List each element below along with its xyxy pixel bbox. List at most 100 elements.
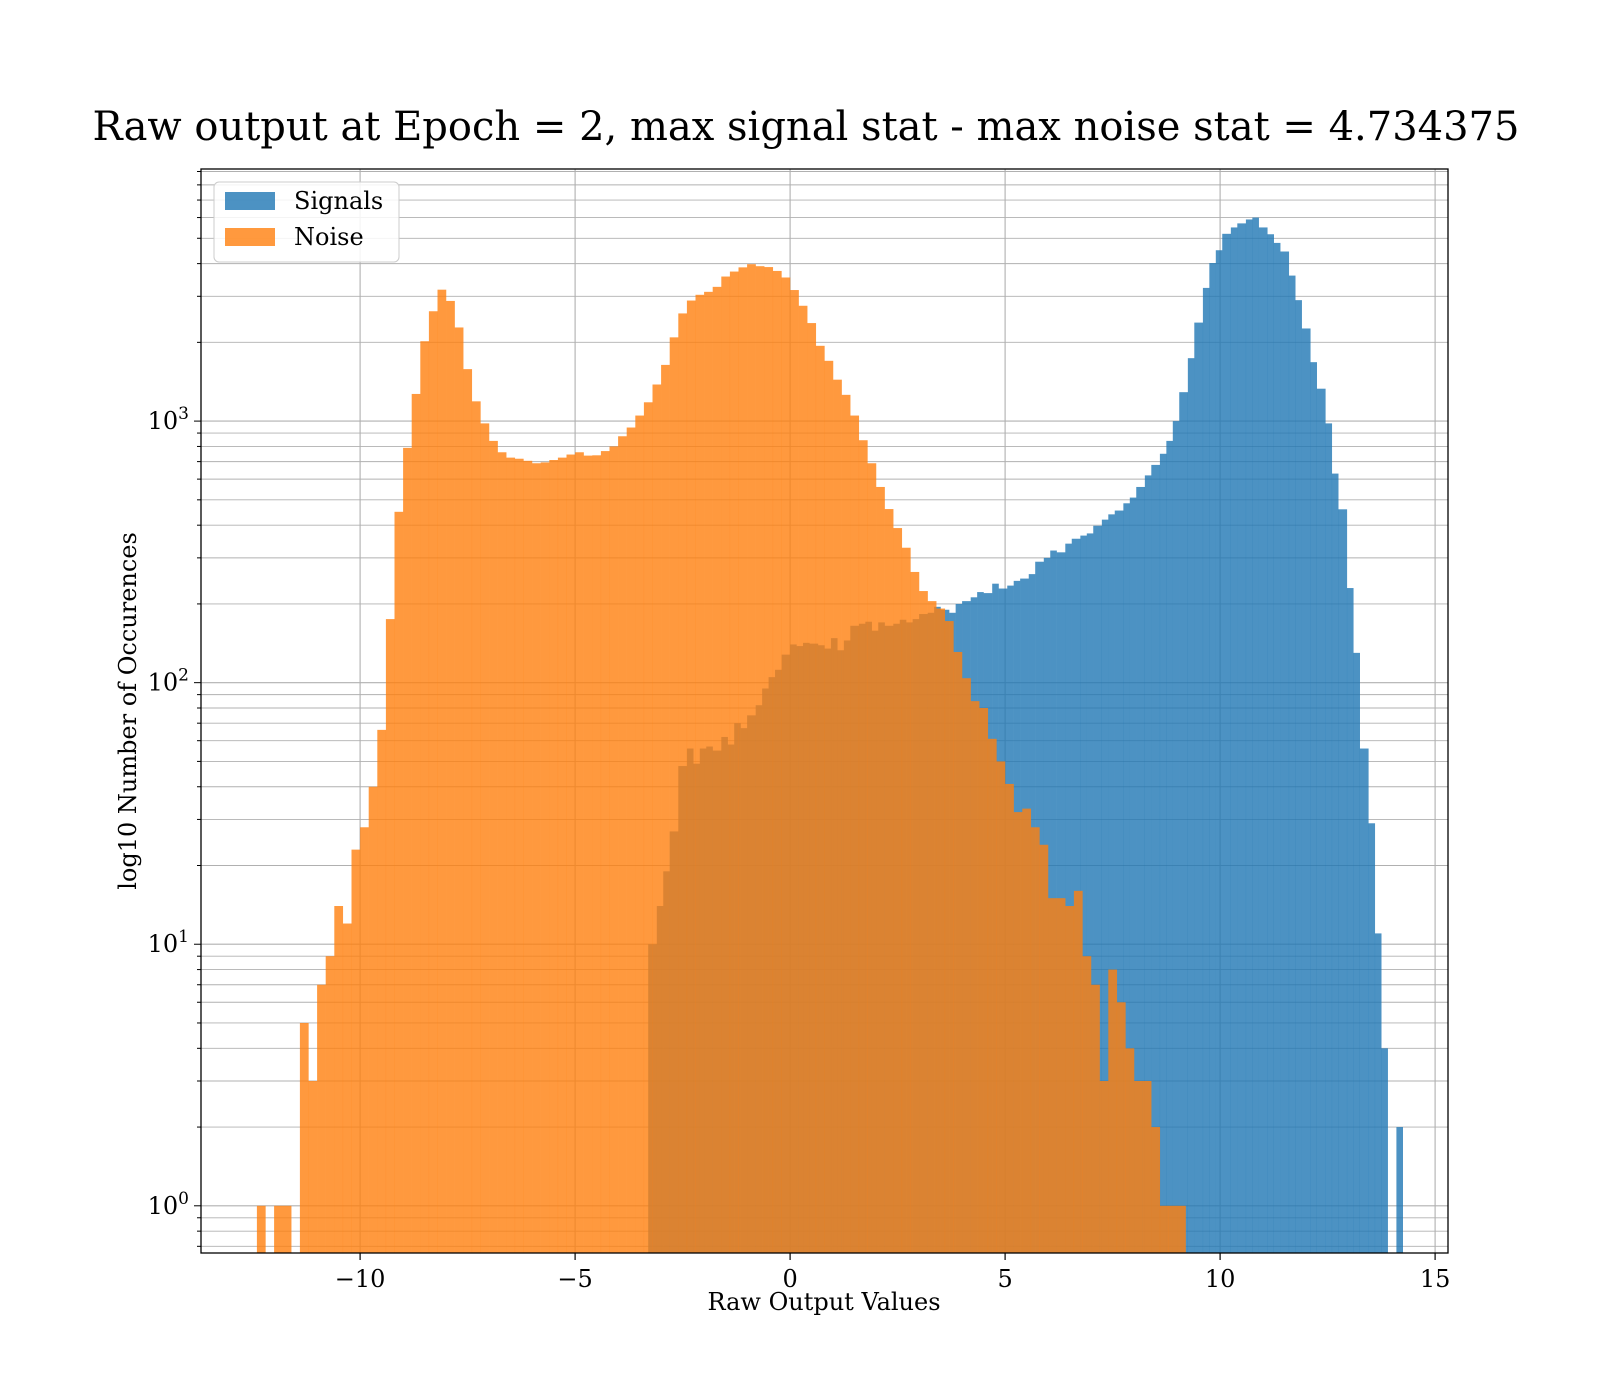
histogram-bar-noise	[334, 906, 344, 1253]
histogram-bar-noise	[1082, 956, 1092, 1253]
histogram-bar-noise	[360, 827, 369, 1253]
histogram-bar-noise	[858, 440, 868, 1253]
histogram-bar-noise	[772, 270, 782, 1253]
histogram-bar-noise	[661, 364, 670, 1253]
histogram-bar-noise	[1056, 898, 1066, 1253]
histogram-bar-noise	[721, 276, 731, 1253]
histogram-bar-noise	[566, 454, 576, 1253]
histogram-bar-noise	[557, 457, 567, 1254]
histogram-bar-noise	[867, 463, 877, 1253]
histogram-bar-noise	[1168, 1205, 1178, 1253]
histogram-bar-noise	[1142, 1080, 1152, 1253]
histogram-bar-noise	[919, 591, 928, 1253]
histogram-bar-signals	[1301, 328, 1311, 1253]
histogram-bar-signals	[1114, 510, 1124, 1253]
histogram-bar-noise	[497, 452, 507, 1253]
histogram-bar-signals	[1222, 233, 1231, 1254]
histogram-bar-signals	[1179, 392, 1188, 1253]
histogram-bar-noise	[790, 290, 799, 1254]
histogram-bar-signals	[1280, 251, 1290, 1253]
histogram-bar-noise	[1065, 906, 1075, 1253]
histogram-bar-noise	[1013, 812, 1023, 1253]
histogram-bar-noise	[532, 463, 541, 1253]
histogram-bar-signals	[1194, 322, 1204, 1253]
histogram-bar-signals	[1093, 525, 1102, 1253]
histogram-bar-noise	[1022, 808, 1032, 1253]
histogram-bar-signals	[1288, 275, 1296, 1253]
histogram-bar-signals	[1166, 440, 1173, 1254]
histogram-bar-signals	[1159, 453, 1167, 1253]
histogram-bar-noise	[489, 440, 498, 1254]
histogram-bar-noise	[876, 486, 885, 1253]
histogram-bar-signals	[1273, 242, 1281, 1254]
histogram-bar-signals	[1359, 748, 1369, 1253]
histogram-bar-noise	[704, 291, 713, 1254]
histogram-bar-noise	[540, 462, 550, 1253]
histogram-bar-noise	[377, 729, 387, 1253]
histogram-bar-noise	[437, 289, 447, 1254]
chart-title: Raw output at Epoch = 2, max signal stat…	[93, 104, 1520, 150]
histogram-bar-noise	[428, 311, 438, 1253]
histogram-bar-noise	[1091, 984, 1100, 1253]
histogram-bar-noise	[1099, 1080, 1109, 1253]
histogram-bar-noise	[626, 427, 636, 1253]
histogram-bar-signals	[1237, 223, 1247, 1253]
y-tick-label: 100	[148, 1189, 189, 1220]
histogram-bar-noise	[841, 394, 851, 1253]
histogram-bar-noise	[635, 415, 645, 1254]
histogram-bar-noise	[463, 369, 473, 1253]
legend-swatch-signals	[225, 192, 275, 210]
histogram-bar-noise	[1177, 1205, 1186, 1253]
x-tick-label: 5	[997, 1265, 1012, 1293]
histogram-bar-signals	[1065, 543, 1072, 1253]
histogram-bar-signals	[1080, 535, 1087, 1253]
histogram-bar-noise	[712, 286, 722, 1253]
x-tick-label: −5	[557, 1265, 592, 1293]
histogram-bar-noise	[824, 360, 834, 1253]
histogram-bar-noise	[514, 458, 524, 1253]
histogram-bar-noise	[609, 446, 619, 1253]
histogram-bar-noise	[669, 337, 679, 1253]
histogram-bar-noise	[471, 401, 481, 1253]
histogram-bar-noise	[652, 384, 662, 1254]
histogram-bar-noise	[850, 415, 860, 1254]
histogram-bar-signals	[1144, 475, 1152, 1253]
legend: Signals Noise	[213, 181, 400, 263]
histogram-bar-noise	[1134, 1080, 1143, 1253]
histogram-bar-noise	[798, 305, 808, 1253]
histogram-bar-signals	[1316, 388, 1326, 1254]
histogram-bar-noise	[833, 379, 842, 1253]
histogram-bar-noise	[1151, 1127, 1161, 1253]
histogram-bar-noise	[317, 984, 326, 1253]
histogram-bar-noise	[342, 923, 352, 1253]
histogram-bar-noise	[987, 738, 997, 1253]
y-tick-label: 103	[148, 404, 189, 435]
x-tick-label: 0	[782, 1265, 797, 1293]
histogram-bar-noise	[446, 300, 455, 1254]
histogram-bar-noise	[893, 528, 903, 1253]
x-tick-label: 10	[1205, 1265, 1236, 1293]
histogram-bar-noise	[970, 701, 980, 1253]
histogram-bar-noise	[755, 266, 765, 1253]
histogram-bars	[256, 217, 1403, 1254]
histogram-bar-noise	[747, 264, 756, 1254]
histogram-bar-noise	[523, 460, 533, 1253]
histogram-bar-noise	[884, 509, 894, 1253]
histogram-bar-noise	[351, 849, 361, 1253]
histogram-bar-noise	[686, 300, 696, 1253]
histogram-bar-signals	[1353, 652, 1360, 1253]
histogram-bar-signals	[1108, 514, 1115, 1253]
histogram-bar-signals	[1101, 519, 1109, 1253]
y-tick-label: 101	[148, 927, 189, 958]
histogram-bar-signals	[1374, 933, 1382, 1253]
legend-label-noise: Noise	[294, 223, 364, 251]
histogram-bar-noise	[480, 423, 490, 1254]
histogram-bar-signals	[1331, 473, 1339, 1254]
histogram-bar-noise	[764, 267, 774, 1253]
histogram-bar-signals	[1295, 300, 1302, 1253]
histogram-bar-noise	[1048, 898, 1057, 1253]
histogram-bar-signals	[1396, 1127, 1403, 1253]
histogram-bar-noise	[996, 761, 1006, 1253]
histogram-bar-signals	[1258, 227, 1268, 1253]
histogram-bar-signals	[1136, 486, 1145, 1253]
